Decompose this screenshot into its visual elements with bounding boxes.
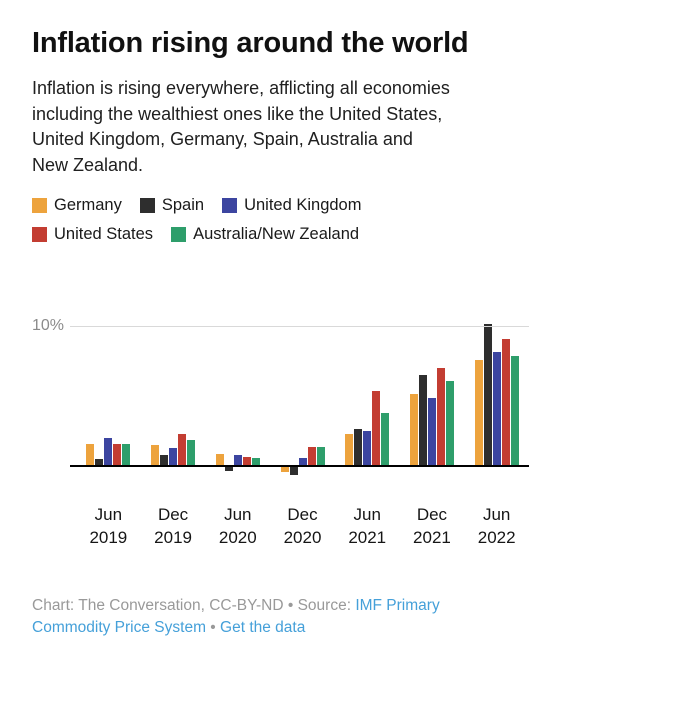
- x-axis-label: Jun 2022: [477, 505, 516, 547]
- legend-swatch: [171, 227, 187, 243]
- bar-group: [400, 326, 465, 467]
- bar: [483, 323, 492, 467]
- legend-label: Spain: [161, 196, 205, 215]
- bar-group: [270, 326, 335, 475]
- legend-item: Spain: [139, 196, 205, 215]
- bar: [501, 339, 510, 467]
- bar: [160, 455, 169, 467]
- x-axis-label: Dec 2019: [154, 505, 192, 547]
- bar: [233, 455, 242, 467]
- bar: [436, 368, 445, 467]
- bar-group: [76, 326, 141, 467]
- bar: [169, 448, 178, 467]
- legend-item: Australia/New Zealand: [171, 225, 359, 244]
- bar: [95, 459, 104, 467]
- bar: [151, 445, 160, 467]
- legend-label: Australia/New Zealand: [193, 225, 360, 244]
- bar: [445, 381, 454, 467]
- bar: [122, 444, 131, 467]
- chart-subtitle: Inflation is rising everywhere, afflicti…: [32, 78, 450, 175]
- x-axis-label: Jun 2019: [89, 505, 128, 547]
- x-axis-label: Dec 2020: [283, 505, 322, 547]
- bar: [215, 453, 224, 467]
- bar: [242, 456, 251, 467]
- bar: [345, 434, 354, 467]
- legend-label: United Kingdom: [244, 196, 362, 215]
- y-axis-tick-label: 10%: [32, 317, 65, 335]
- legend-item: United Kingdom: [222, 196, 361, 215]
- bar: [427, 397, 436, 467]
- x-axis-baseline: [70, 465, 529, 468]
- footer-credit: Chart: The Conversation, CC-BY-ND • Sour…: [32, 595, 477, 640]
- bar: [381, 413, 390, 467]
- legend-swatch: [32, 198, 47, 214]
- bar: [298, 458, 307, 467]
- bar: [492, 351, 501, 467]
- bar-chart: 10% Jun 2019 Dec 2019 Jun 2020 Dec 2020 Jun 2021 D…: [32, 317, 529, 548]
- bar: [280, 466, 289, 472]
- footer-separator: •: [205, 619, 221, 637]
- source-link[interactable]: IMF Primary Commodity Price System: [32, 596, 440, 637]
- legend-swatch: [139, 198, 155, 214]
- legend-item: Germany: [32, 196, 122, 215]
- legend-swatch: [222, 198, 238, 214]
- x-axis-label: Jun 2021: [348, 505, 387, 547]
- bar-group: [464, 323, 529, 467]
- legend-label: United States: [54, 225, 154, 244]
- bar: [409, 393, 418, 467]
- bar: [178, 434, 187, 467]
- bar: [474, 360, 483, 467]
- bar: [354, 428, 363, 467]
- legend-item: United States: [32, 225, 153, 244]
- bar: [251, 458, 260, 467]
- get-the-data-link[interactable]: Get the data: [220, 619, 306, 637]
- bar: [418, 375, 427, 467]
- bar: [372, 390, 381, 467]
- bar-groups: [76, 323, 529, 475]
- bar: [307, 446, 316, 467]
- bar: [510, 355, 519, 467]
- plot-area: [70, 323, 529, 475]
- gridline-10pct: [70, 326, 529, 328]
- legend-swatch: [32, 227, 47, 243]
- legend: Germany Spain United Kingdom United States A…: [32, 196, 462, 244]
- bar-group: [335, 326, 400, 467]
- page-title: Inflation rising around the world: [32, 27, 469, 59]
- bar: [316, 446, 325, 467]
- bar-group: [141, 326, 206, 467]
- bar: [86, 444, 95, 467]
- bar: [104, 438, 113, 467]
- bar-group: [205, 326, 270, 471]
- legend-label: Germany: [54, 196, 122, 215]
- bar: [363, 431, 372, 467]
- bar: [113, 444, 122, 467]
- x-axis-labels: Jun 2019 Dec 2019 Jun 2020 Dec 2020 Jun 2021 Dec 20…: [76, 504, 529, 548]
- x-axis-label: Dec 2021: [413, 505, 451, 547]
- page: Inflation rising around the world Inflat…: [32, 27, 529, 640]
- bar: [224, 466, 233, 471]
- x-axis-label: Jun 2020: [218, 505, 257, 547]
- bar: [187, 439, 196, 467]
- bar: [289, 466, 298, 475]
- footer-credit-text: Chart: The Conversation, CC-BY-ND • Sour…: [32, 596, 356, 614]
